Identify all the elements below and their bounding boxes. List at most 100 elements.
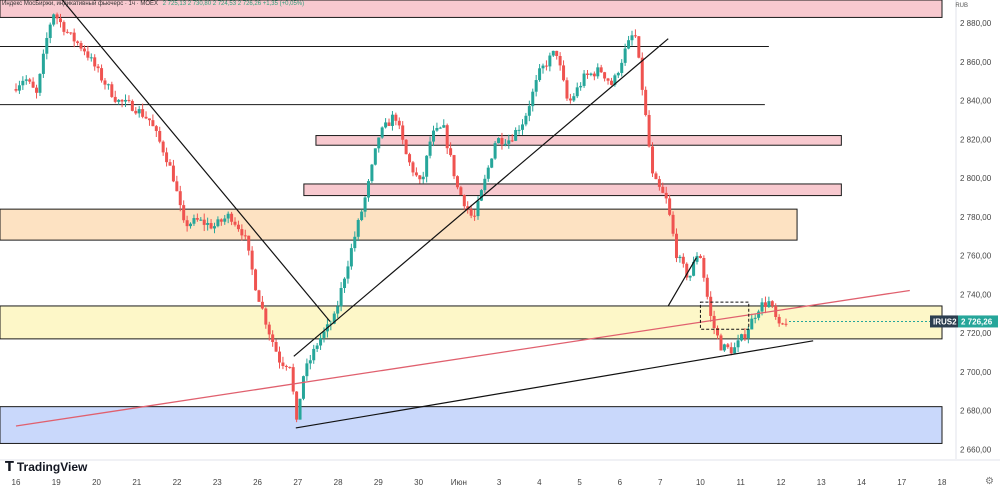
candle-body [466, 206, 470, 210]
candle-body [240, 229, 244, 236]
candle-body [387, 122, 391, 126]
candle-body [490, 158, 494, 168]
candle-body [394, 114, 398, 121]
candle-body [445, 125, 449, 149]
candle-body [370, 164, 374, 182]
candle-body [627, 40, 631, 49]
candle-body [271, 334, 275, 343]
range-annotation-box [699, 301, 750, 330]
candle-body [76, 41, 80, 44]
candle-body [493, 143, 497, 159]
x-tick-label: 13 [817, 478, 826, 487]
candle-body [695, 255, 699, 262]
candle-body [520, 124, 524, 130]
candle-body [740, 334, 744, 341]
candle-body [459, 187, 463, 196]
candle-body [486, 167, 490, 179]
candle-body [603, 72, 607, 79]
candle-body [763, 302, 767, 307]
candle-body [45, 37, 49, 54]
zone-orange-3 [0, 208, 798, 241]
candle-body [158, 130, 162, 142]
currency-label: RUB [955, 3, 968, 9]
candle-body [363, 197, 367, 212]
candle-body [219, 219, 223, 222]
last-price-bg [958, 315, 998, 328]
candle-body [401, 125, 405, 140]
candle-body [654, 173, 658, 180]
candle-body [558, 56, 562, 66]
candle-body [288, 366, 292, 368]
candle-body [411, 162, 415, 173]
candle-body [606, 78, 610, 81]
candle-body [757, 311, 761, 318]
candle-body [599, 67, 603, 73]
x-tick-label: 16 [12, 478, 21, 487]
candle-body [524, 115, 528, 125]
candle-body [185, 220, 189, 227]
candle-body [432, 130, 436, 142]
candle-body [657, 179, 661, 187]
candle-body [442, 125, 446, 128]
tradingview-logo[interactable]: 𝗧 TradingView [5, 459, 87, 475]
candle-body [572, 96, 576, 101]
y-tick-label: 2 760,00 [960, 252, 992, 261]
candle-body [305, 363, 309, 377]
candle-body [428, 141, 432, 156]
zone-blue-5 [0, 406, 943, 444]
candle-body [151, 120, 155, 127]
candle-body [678, 256, 682, 259]
candle-body [722, 344, 726, 351]
candle-body [565, 80, 569, 99]
candle-body [770, 301, 774, 306]
symbol-legend[interactable]: Индекс МосБиржи, индикативный фьючерс · … [2, 1, 304, 7]
x-tick-label: 20 [92, 478, 101, 487]
x-tick-label: 19 [52, 478, 61, 487]
x-tick-label: 30 [414, 478, 423, 487]
x-tick-label: 11 [737, 478, 746, 487]
symbol-tag-bg [930, 315, 958, 328]
x-tick-label: 29 [374, 478, 383, 487]
candle-body [390, 114, 394, 126]
trendline-black-1 [293, 38, 669, 357]
x-tick-label: 4 [537, 478, 542, 487]
candle-body [784, 323, 788, 325]
candle-body [479, 190, 483, 201]
candle-body [31, 81, 35, 88]
x-tick-label: Июн [451, 478, 467, 487]
candle-body [644, 89, 648, 115]
candle-body [226, 213, 230, 219]
candle-body [165, 152, 169, 163]
candle-body [301, 376, 305, 399]
candle-body [247, 235, 251, 251]
x-tick-label: 28 [334, 478, 343, 487]
candle-body [349, 248, 353, 267]
candle-body [664, 192, 668, 199]
candle-body [647, 114, 651, 147]
candle-body [719, 335, 723, 351]
gear-icon[interactable]: ⚙ [985, 476, 994, 487]
zone-yellow-4 [0, 305, 943, 340]
zone-pink-2 [303, 183, 842, 197]
candle-body [397, 120, 401, 126]
candle-body [698, 255, 702, 258]
candle-body [620, 62, 624, 73]
candle-body [343, 278, 347, 289]
candle-body [65, 31, 69, 33]
x-tick-label: 27 [293, 478, 302, 487]
candle-body [267, 324, 271, 335]
candle-body [171, 165, 175, 182]
candle-body [120, 99, 124, 102]
candle-body [17, 85, 21, 91]
candle-body [254, 269, 258, 291]
candle-body [777, 316, 781, 324]
candle-body [35, 87, 39, 93]
candle-body [216, 219, 220, 227]
candle-body [623, 48, 627, 63]
candle-body [681, 256, 685, 264]
x-tick-label: 17 [897, 478, 906, 487]
candle-body [609, 80, 613, 85]
candle-body [41, 53, 45, 74]
